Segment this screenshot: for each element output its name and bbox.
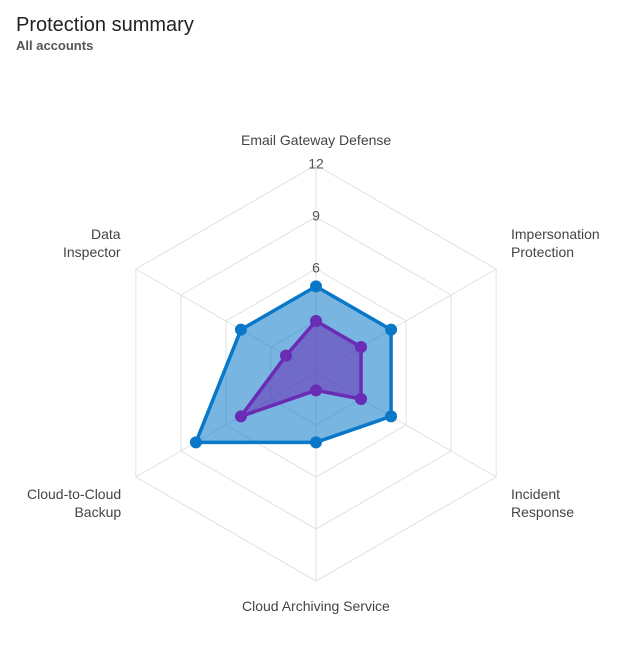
data-point [355, 341, 368, 353]
category-label: Data Inspector [63, 226, 121, 260]
data-point [385, 410, 398, 423]
data-point [310, 315, 322, 327]
chart-title: Protection summary [16, 14, 194, 36]
data-point [234, 323, 247, 336]
category-label: Cloud-to-Cloud Backup [27, 486, 122, 520]
data-point [279, 349, 292, 362]
data-point [385, 323, 398, 336]
tick-label: 12 [308, 156, 324, 172]
category-label: Email Gateway Defense [241, 132, 392, 148]
tick-label: 6 [312, 260, 320, 276]
data-point [234, 410, 247, 423]
chart-subtitle: All accounts [16, 38, 94, 53]
data-point [310, 436, 322, 449]
data-point [310, 280, 322, 293]
tick-label: 9 [312, 208, 320, 224]
category-label: Impersonation Protection [511, 226, 600, 260]
data-point [310, 384, 322, 397]
category-label: Cloud Archiving Service [242, 598, 390, 614]
category-label: Incident Response [511, 486, 575, 520]
data-point [355, 393, 368, 405]
data-point [189, 436, 202, 449]
